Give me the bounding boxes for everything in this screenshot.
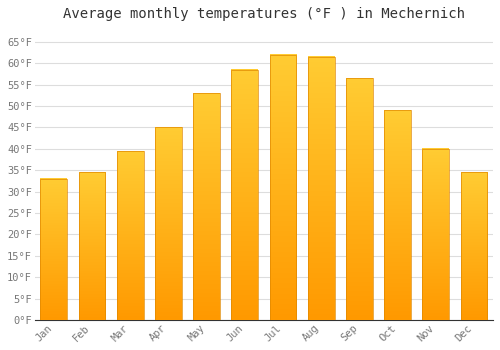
Bar (155, 127, 182, 320)
Bar (270, 55, 296, 320)
Bar (232, 70, 258, 320)
Bar (460, 172, 487, 320)
Bar (40, 179, 67, 320)
Title: Average monthly temperatures (°F ) in Mechernich: Average monthly temperatures (°F ) in Me… (63, 7, 465, 21)
Bar (193, 93, 220, 320)
Bar (117, 151, 143, 320)
Bar (308, 57, 334, 320)
Bar (346, 78, 372, 320)
Bar (422, 149, 449, 320)
Bar (78, 172, 106, 320)
Bar (384, 110, 411, 320)
